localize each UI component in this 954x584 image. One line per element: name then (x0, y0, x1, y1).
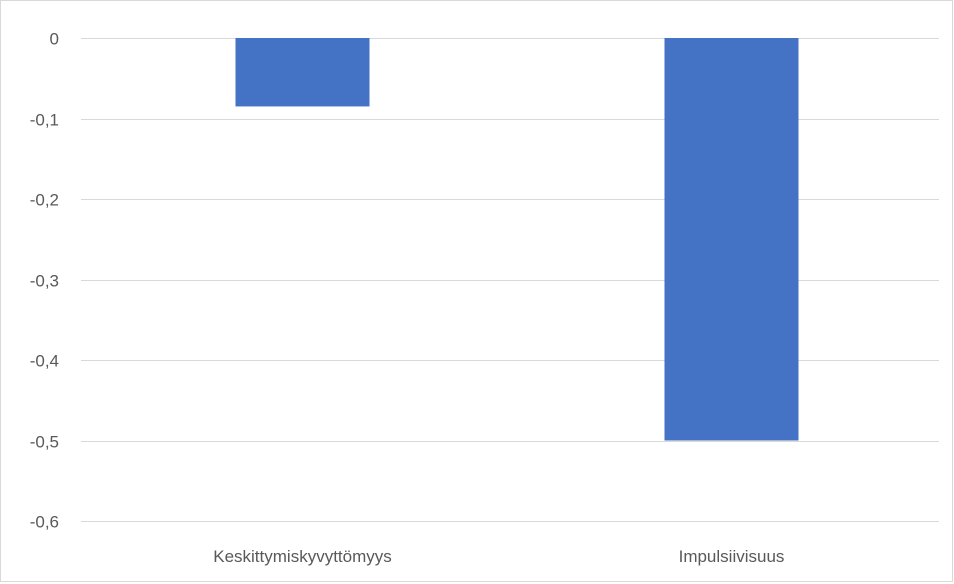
bar (235, 38, 370, 107)
x-category-label: Impulsiivisuus (679, 547, 785, 566)
gridlines (81, 38, 939, 522)
bars (235, 38, 799, 441)
y-tick-label: -0,5 (30, 433, 59, 452)
x-category-label: Keskittymiskyvyttömyys (213, 547, 392, 566)
y-tick-label: -0,2 (30, 191, 59, 210)
y-tick-label: -0,6 (30, 513, 59, 532)
y-tick-label: 0 (50, 30, 59, 49)
bar (664, 38, 799, 441)
y-tick-label: -0,3 (30, 272, 59, 291)
y-axis-tick-labels: 0 -0,1 -0,2 -0,3 -0,4 -0,5 -0,6 (30, 30, 59, 532)
y-tick-label: -0,4 (30, 352, 59, 371)
y-tick-label: -0,1 (30, 111, 59, 130)
x-axis-category-labels: Keskittymiskyvyttömyys Impulsiivisuus (213, 547, 784, 566)
